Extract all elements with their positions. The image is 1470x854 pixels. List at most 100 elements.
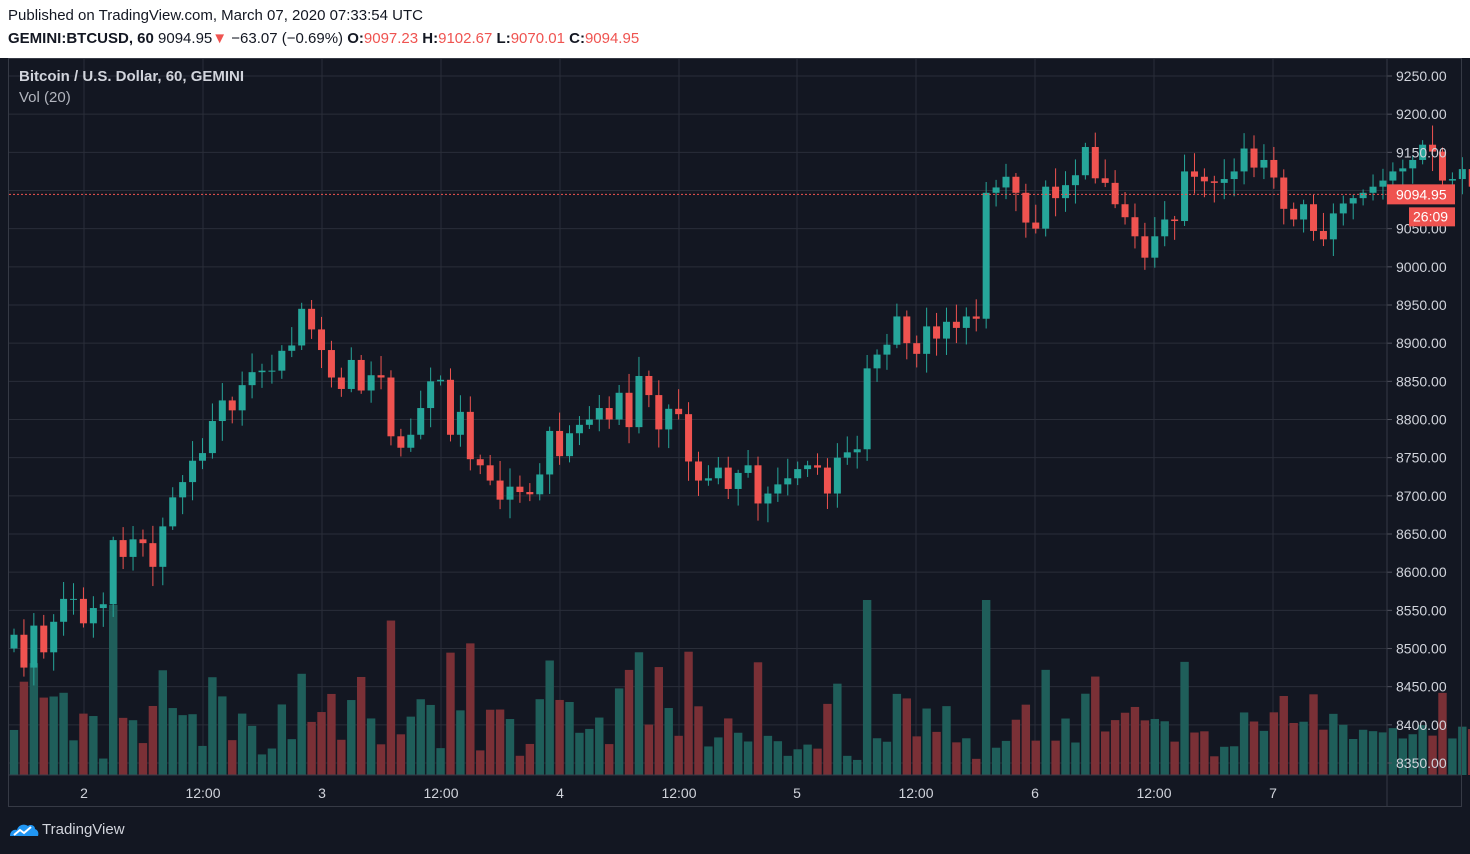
candle-down [139,539,147,544]
candle-up [1151,236,1159,258]
price-tick-label: 8900.00 [1396,335,1447,351]
candle-up [179,482,187,498]
price-chart[interactable]: 9250.009200.009150.009100.009050.009000.… [0,0,1470,808]
candle-down [1280,177,1288,209]
candle-up [575,424,583,434]
candle-up [347,359,355,389]
candle-up [218,400,226,422]
volume-bar [317,712,326,775]
volume-bar [1101,731,1110,775]
price-axis[interactable]: 9250.009200.009150.009100.009050.009000.… [1386,59,1455,807]
volume-bar [1368,731,1378,775]
volume-bar [803,744,812,775]
volume-bar [1269,712,1279,775]
volume-bar [1378,732,1388,775]
volume-bar [109,604,118,775]
candle-up [873,354,881,369]
countdown-badge [1409,207,1455,227]
volume-bar [1388,728,1398,775]
time-tick-label: 3 [318,785,326,801]
candle-down [476,459,484,466]
high-value: 9102.67 [438,30,493,47]
volume-bar [922,708,931,775]
legend-title[interactable]: Bitcoin / U.S. Dollar, 60, GEMINI [19,68,245,85]
close-value: 9094.95 [584,30,640,47]
candle-down [496,480,504,500]
candle-up [248,372,256,386]
price-tick-label: 8500.00 [1396,641,1447,657]
volume-bar [1458,726,1467,775]
candle-up [70,598,78,600]
volume-bar [853,759,862,775]
candle-down [952,321,960,328]
candle-down [377,375,385,378]
candle-up [129,539,137,557]
volume-bar [1349,738,1358,775]
tradingview-brand[interactable]: TradingView [42,821,125,838]
volume-bar [753,662,763,775]
tradingview-logo-icon[interactable] [8,820,40,840]
volume-bar [1120,712,1130,775]
candle-down [1101,178,1109,183]
volume-bar [932,731,941,775]
volume-bar [1190,732,1199,775]
down-arrow-icon: ▼ [212,30,228,47]
candle-up [1359,192,1367,199]
time-axis[interactable]: 2 12:00 3 12:00 4 12:00 5 12:00 6 12:00 7 [9,774,1462,801]
volume-bar [307,721,316,775]
volume-bar [833,683,842,775]
candle-up [456,411,464,435]
volume-bar [843,755,852,775]
volume-bar [257,754,267,775]
volume-bar [664,708,673,775]
candle-down [446,379,454,435]
volume-bar [1428,735,1437,775]
legend-volume[interactable]: Vol (20) [19,89,71,106]
volume-bar [89,716,98,775]
candle-up [566,433,574,457]
volume-bar [634,652,644,775]
volume-bar [644,724,654,775]
candle-up [1161,219,1169,237]
price-tick-label: 9200.00 [1396,106,1447,122]
candle-up [863,368,871,450]
volume-bar [247,725,257,775]
volume-bar [813,748,822,775]
candlesticks[interactable] [10,125,1470,686]
volume-bar [565,702,574,775]
candle-up [1260,159,1268,168]
volume-bar [942,706,951,775]
volume-bar [128,720,138,775]
candle-up [1339,203,1347,214]
candle-up [238,385,246,411]
volume-bar [972,758,981,775]
volume-bar [277,704,287,775]
candle-down [1052,186,1060,199]
volume-bar [743,741,753,775]
volume-bar [1001,740,1011,775]
candle-up [367,375,375,391]
volume-bar [1160,721,1169,775]
candle-up [714,467,722,479]
candle-up [784,478,792,485]
volume-bar [1140,720,1150,775]
volume-bar [1329,713,1338,775]
last-price-badge [1387,184,1455,205]
candle-down [327,350,335,378]
candle-up [833,457,841,494]
candle-up [417,408,425,435]
volume-bar [773,741,783,775]
volume-bar [515,755,525,775]
chart-frame [8,58,1462,807]
candle-down [79,598,87,624]
volume-bar [1239,712,1249,775]
candle-up [704,478,712,481]
candle-up [982,192,990,319]
candle-down [903,316,911,344]
candle-down [486,465,494,481]
candle-down [814,465,822,468]
volume-bar [1358,729,1368,775]
candle-down [754,465,762,504]
volume-bar [436,748,445,775]
candle-down [40,625,48,653]
